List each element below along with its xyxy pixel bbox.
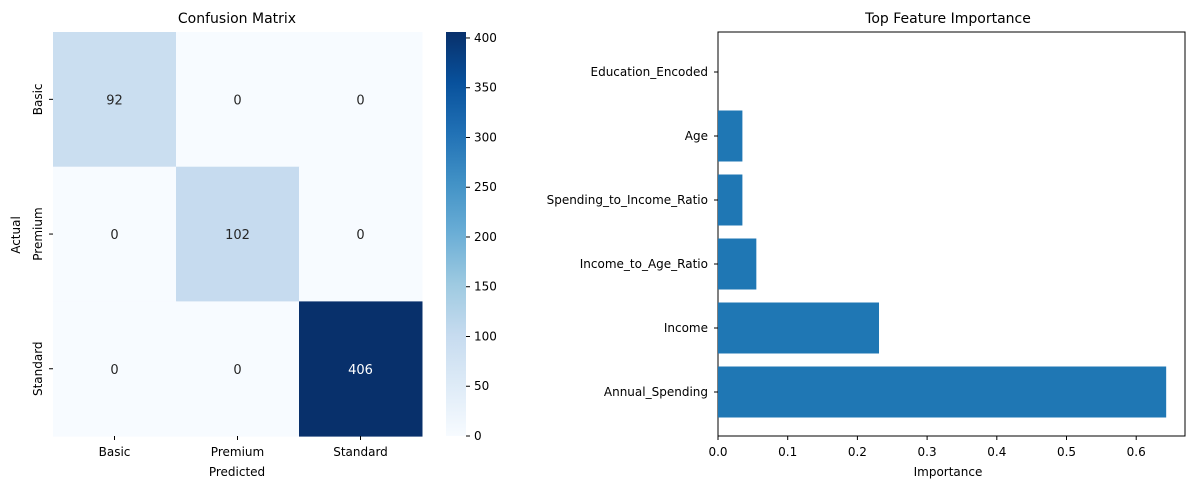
- feature-importance-title: Top Feature Importance: [864, 11, 1031, 27]
- bar: [718, 238, 757, 290]
- colorbar: [446, 32, 466, 436]
- heatmap-cell: [176, 301, 300, 437]
- x-tick-label: 0.6: [1127, 445, 1146, 459]
- heatmap-y-ticks: Basic Premium Standard: [31, 83, 53, 396]
- colorbar-tick-label: 100: [474, 329, 497, 343]
- heatmap-cell-label: 0: [233, 93, 241, 108]
- y-tick-label: Age: [685, 129, 708, 143]
- y-tick-label: Standard: [31, 341, 45, 396]
- heatmap-cell-label: 102: [225, 228, 250, 243]
- colorbar-tick-label: 200: [474, 230, 497, 244]
- feature-importance-panel: Top Feature Importance Annual_Spending In…: [547, 11, 1186, 479]
- x-tick-label: 0.3: [918, 445, 937, 459]
- x-tick-label: 0.0: [708, 445, 727, 459]
- bar: [718, 174, 743, 226]
- heatmap-x-ticks: Basic Premium Standard: [99, 436, 388, 459]
- bar-y-ticks: Annual_Spending Income Income_to_Age_Ratio…: [547, 65, 718, 399]
- heatmap-cell: [176, 166, 300, 302]
- heatmap-cell-label: 0: [233, 363, 241, 378]
- bar: [718, 366, 1167, 418]
- y-tick-label: Income: [664, 321, 708, 335]
- colorbar-tick-label: 50: [474, 379, 489, 393]
- y-tick-label: Annual_Spending: [604, 385, 708, 399]
- heatmap-cell-label: 0: [110, 228, 118, 243]
- heatmap-cell: [299, 166, 423, 302]
- bar: [718, 302, 880, 354]
- heatmap-cell-label: 406: [348, 363, 373, 378]
- y-tick-label: Spending_to_Income_Ratio: [547, 193, 708, 207]
- heatmap-cell-label: 0: [356, 228, 364, 243]
- x-tick-label: Premium: [211, 445, 264, 459]
- x-tick-label: 0.2: [848, 445, 867, 459]
- plot-frame: [717, 31, 1186, 437]
- heatmap-cells: 92 0 0 0 102 0 0 0 406: [53, 32, 423, 437]
- x-tick-label: 0.1: [778, 445, 797, 459]
- x-tick-label: 0.4: [987, 445, 1006, 459]
- heatmap-cell: [299, 301, 423, 437]
- colorbar-tick-label: 250: [474, 180, 497, 194]
- heatmap-x-axis-label: Predicted: [209, 465, 265, 479]
- y-tick-label: Premium: [31, 207, 45, 260]
- bar: [718, 110, 743, 162]
- heatmap-cell: [53, 166, 177, 302]
- heatmap-cell: [299, 32, 423, 168]
- y-tick-label: Income_to_Age_Ratio: [580, 257, 708, 271]
- colorbar-tick-label: 350: [474, 81, 497, 95]
- heatmap-y-axis-label: Actual: [9, 216, 23, 254]
- bars: [718, 110, 1167, 418]
- heatmap-cell: [53, 301, 177, 437]
- y-tick-label: Basic: [31, 83, 45, 115]
- colorbar-tick-label: 400: [474, 31, 497, 45]
- colorbar-tick-label: 150: [474, 280, 497, 294]
- heatmap-cell-label: 0: [356, 93, 364, 108]
- colorbar-tick-label: 0: [474, 429, 482, 443]
- y-tick-label: Education_Encoded: [591, 65, 709, 79]
- colorbar-ticks: 0 50 100 150 200 250 300 350 400: [466, 31, 497, 443]
- confusion-matrix-title: Confusion Matrix: [178, 11, 296, 27]
- heatmap-cell-label: 0: [110, 363, 118, 378]
- heatmap-cell-label: 92: [106, 93, 123, 108]
- heatmap-cell: [176, 32, 300, 168]
- bar-x-axis-label: Importance: [914, 465, 983, 479]
- confusion-matrix-panel: Confusion Matrix 92 0 0 0 102 0 0 0 406 Basic Pre…: [9, 11, 497, 479]
- colorbar-tick-label: 300: [474, 130, 497, 144]
- x-tick-label: Standard: [333, 445, 388, 459]
- x-tick-label: 0.5: [1057, 445, 1076, 459]
- x-tick-label: Basic: [99, 445, 131, 459]
- bar-x-ticks: 0.0 0.1 0.2 0.3 0.4 0.5 0.6: [708, 436, 1146, 459]
- heatmap-cell: [53, 32, 177, 168]
